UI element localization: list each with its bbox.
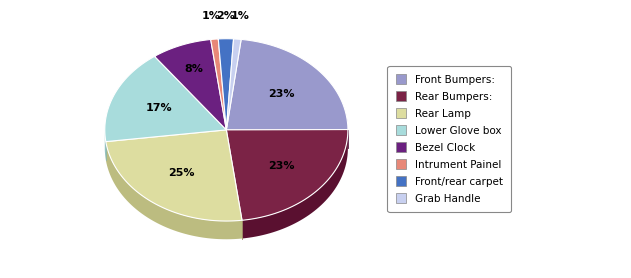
Text: 1%: 1% <box>202 11 221 21</box>
Text: 2%: 2% <box>216 11 235 21</box>
Text: 23%: 23% <box>268 161 295 171</box>
Polygon shape <box>346 116 348 148</box>
Text: 17%: 17% <box>146 103 173 113</box>
Polygon shape <box>211 39 227 130</box>
Polygon shape <box>227 39 241 130</box>
Legend: Front Bumpers:, Rear Bumpers:, Rear Lamp, Lower Glove box, Bezel Clock, Intrumen: Front Bumpers:, Rear Bumpers:, Rear Lamp… <box>387 66 511 212</box>
Text: 25%: 25% <box>168 168 195 178</box>
Polygon shape <box>105 56 227 142</box>
Text: 23%: 23% <box>268 89 294 99</box>
Polygon shape <box>106 142 242 239</box>
Polygon shape <box>155 39 227 130</box>
Polygon shape <box>227 130 348 220</box>
Polygon shape <box>218 39 233 130</box>
Polygon shape <box>227 39 348 130</box>
Polygon shape <box>106 130 242 221</box>
Text: 8%: 8% <box>184 64 203 74</box>
Polygon shape <box>242 130 348 239</box>
Polygon shape <box>105 132 106 160</box>
Text: 1%: 1% <box>231 11 249 21</box>
